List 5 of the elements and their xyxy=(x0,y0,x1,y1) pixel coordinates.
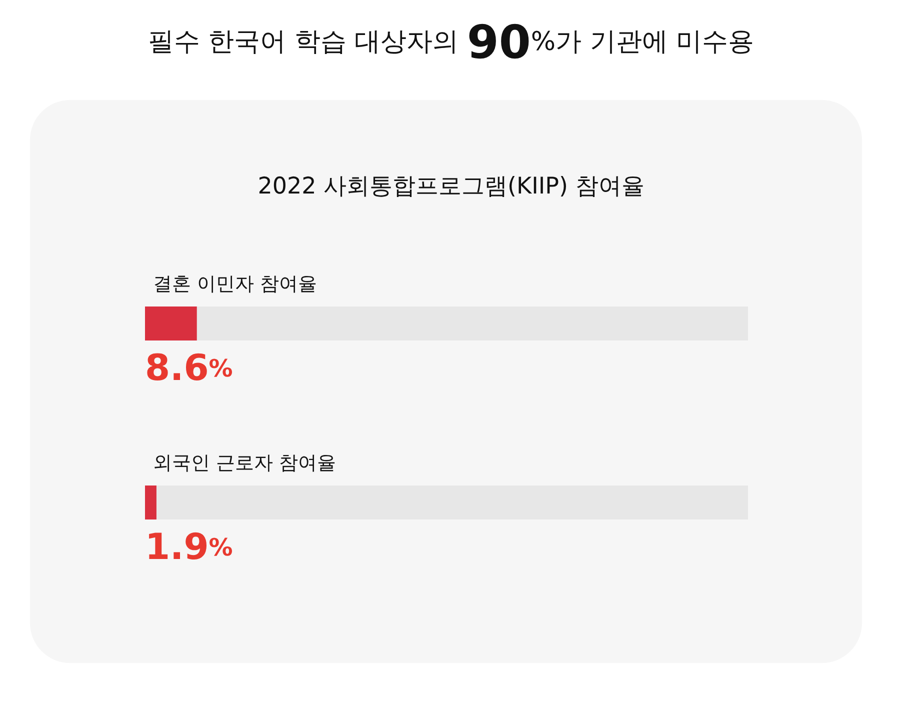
y-tick-label: 결혼 이민자 참여율 xyxy=(153,273,318,295)
y-tick-label: 외국인 근로자 참여율 xyxy=(153,452,336,474)
chart-subtitle: 2022 사회통합프로그램(KIIP) 참여율 xyxy=(258,174,644,200)
data-label: 8.6% xyxy=(145,348,233,389)
data-label: 1.9% xyxy=(145,527,233,568)
